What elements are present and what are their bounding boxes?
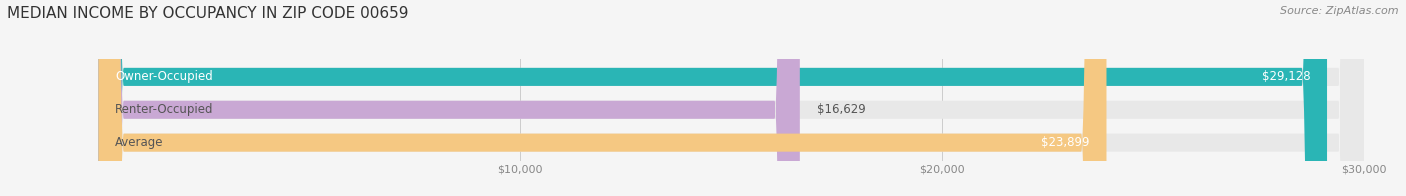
- FancyBboxPatch shape: [98, 0, 1364, 196]
- Text: $16,629: $16,629: [817, 103, 866, 116]
- Text: Source: ZipAtlas.com: Source: ZipAtlas.com: [1281, 6, 1399, 16]
- Text: Renter-Occupied: Renter-Occupied: [115, 103, 214, 116]
- FancyBboxPatch shape: [98, 0, 1327, 196]
- FancyBboxPatch shape: [98, 0, 1107, 196]
- Text: Owner-Occupied: Owner-Occupied: [115, 70, 214, 83]
- FancyBboxPatch shape: [98, 0, 1364, 196]
- Text: $23,899: $23,899: [1040, 136, 1090, 149]
- Text: MEDIAN INCOME BY OCCUPANCY IN ZIP CODE 00659: MEDIAN INCOME BY OCCUPANCY IN ZIP CODE 0…: [7, 6, 409, 21]
- Text: $29,128: $29,128: [1261, 70, 1310, 83]
- FancyBboxPatch shape: [98, 0, 800, 196]
- FancyBboxPatch shape: [98, 0, 1364, 196]
- Text: Average: Average: [115, 136, 163, 149]
